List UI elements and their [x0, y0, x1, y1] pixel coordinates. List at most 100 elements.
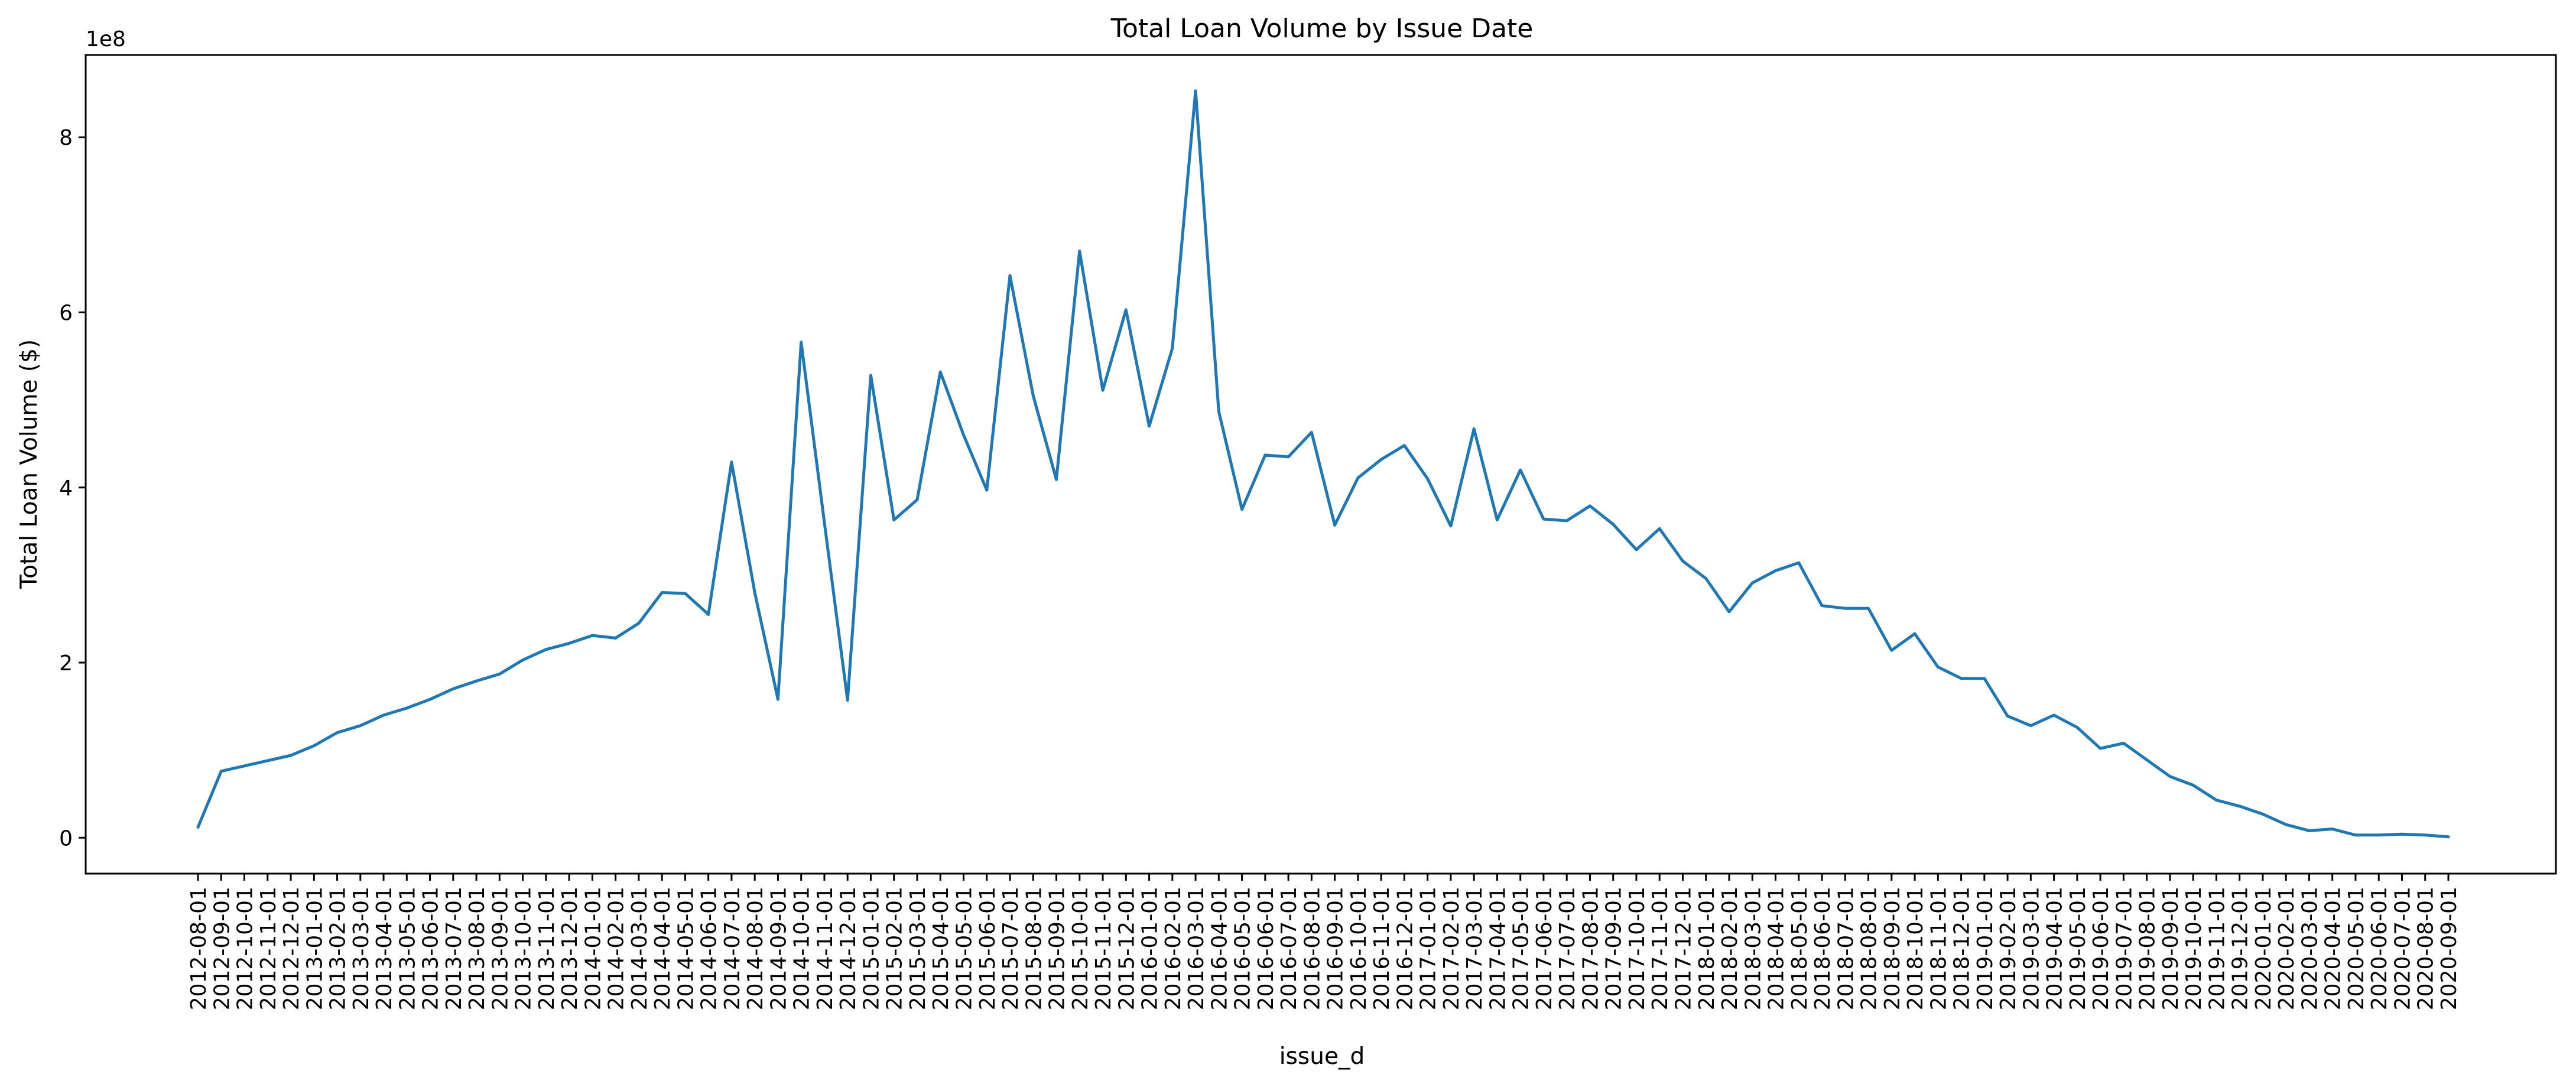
x-tick-label: 2016-12-01	[1393, 887, 1417, 1010]
x-tick-label: 2013-12-01	[558, 887, 582, 1010]
x-tick-label: 2018-04-01	[1765, 887, 1789, 1010]
x-tick-label: 2019-04-01	[2043, 887, 2067, 1010]
x-tick-label: 2012-10-01	[233, 887, 258, 1010]
x-tick-label: 2014-07-01	[720, 887, 745, 1010]
x-tick-label: 2017-08-01	[1578, 887, 1603, 1010]
x-tick-label: 2019-01-01	[1973, 887, 1997, 1010]
y-tick-label: 6	[59, 301, 73, 325]
y-tick-label: 8	[59, 126, 73, 150]
x-tick-label: 2012-08-01	[187, 887, 211, 1010]
x-tick-label: 2020-09-01	[2437, 887, 2461, 1010]
x-tick-label: 2016-01-01	[1138, 887, 1162, 1010]
x-tick-label: 2013-02-01	[326, 887, 350, 1010]
x-tick-label: 2017-01-01	[1417, 887, 1441, 1010]
x-tick-label: 2014-11-01	[813, 887, 837, 1010]
x-tick-label: 2016-03-01	[1184, 887, 1209, 1010]
x-tick-label: 2013-11-01	[535, 887, 559, 1010]
x-tick-label: 2012-12-01	[280, 887, 304, 1010]
x-tick-label: 2013-08-01	[465, 887, 489, 1010]
x-tick-label: 2018-10-01	[1903, 887, 1928, 1010]
x-tick-label: 2019-03-01	[2019, 887, 2044, 1010]
x-tick-label: 2014-09-01	[766, 887, 791, 1010]
x-tick-label: 2019-08-01	[2136, 887, 2160, 1010]
x-tick-label: 2014-08-01	[743, 887, 768, 1010]
x-tick-label: 2017-07-01	[1555, 887, 1580, 1010]
x-tick-label: 2014-10-01	[790, 887, 814, 1010]
x-tick-label: 2018-02-01	[1718, 887, 1742, 1010]
x-tick-label: 2017-09-01	[1602, 887, 1626, 1010]
x-tick-label: 2019-12-01	[2229, 887, 2253, 1010]
x-tick-label: 2016-11-01	[1370, 887, 1394, 1010]
x-tick-label: 2013-06-01	[419, 887, 443, 1010]
x-tick-label: 2019-05-01	[2066, 887, 2090, 1010]
x-tick-label: 2017-11-01	[1648, 887, 1672, 1010]
x-tick-label: 2014-03-01	[628, 887, 652, 1010]
y-tick-label: 0	[59, 826, 73, 851]
x-tick-label: 2015-09-01	[1045, 887, 1070, 1010]
y-axis-multiplier-label: 1e8	[86, 27, 126, 51]
x-tick-label: 2016-02-01	[1161, 887, 1185, 1010]
x-tick-label: 2020-05-01	[2344, 887, 2369, 1010]
x-tick-label: 2015-05-01	[953, 887, 977, 1010]
x-tick-label: 2015-07-01	[999, 887, 1023, 1010]
y-axis-ticks: 0 2 4 6 8	[59, 126, 86, 851]
x-tick-label: 2015-10-01	[1068, 887, 1093, 1010]
x-tick-label: 2017-10-01	[1625, 887, 1649, 1010]
x-tick-label: 2013-03-01	[349, 887, 373, 1010]
x-tick-label: 2014-01-01	[581, 887, 605, 1010]
x-tick-label: 2017-12-01	[1671, 887, 1695, 1010]
x-tick-label: 2013-01-01	[303, 887, 327, 1010]
x-tick-label: 2016-09-01	[1324, 887, 1348, 1010]
plot-area-frame	[85, 54, 2557, 875]
x-tick-label: 2016-04-01	[1207, 887, 1232, 1010]
x-tick-label: 2014-12-01	[836, 887, 860, 1010]
y-axis-label: Total Loan Volume ($)	[16, 339, 43, 589]
x-tick-label: 2017-03-01	[1463, 887, 1487, 1010]
chart-title: Total Loan Volume by Issue Date	[1110, 14, 1534, 44]
x-tick-label: 2015-06-01	[976, 887, 1000, 1010]
x-tick-label: 2016-10-01	[1347, 887, 1371, 1010]
x-tick-label: 2018-01-01	[1695, 887, 1719, 1010]
x-tick-label: 2015-11-01	[1092, 887, 1116, 1010]
x-tick-label: 2020-07-01	[2390, 887, 2415, 1010]
x-tick-label: 2018-11-01	[1927, 887, 1951, 1010]
x-tick-label: 2017-02-01	[1440, 887, 1464, 1010]
x-tick-label: 2020-01-01	[2252, 887, 2276, 1010]
x-tick-label: 2015-12-01	[1115, 887, 1139, 1010]
x-tick-label: 2018-07-01	[1834, 887, 1858, 1010]
y-tick-label: 2	[59, 651, 73, 676]
x-tick-label: 2019-11-01	[2205, 887, 2229, 1010]
x-tick-label: 2015-02-01	[883, 887, 907, 1010]
x-tick-label: 2020-03-01	[2298, 887, 2322, 1010]
x-tick-label: 2015-01-01	[859, 887, 883, 1010]
x-tick-label: 2016-05-01	[1231, 887, 1255, 1010]
x-tick-label: 2018-06-01	[1811, 887, 1835, 1010]
x-tick-label: 2017-05-01	[1509, 887, 1534, 1010]
x-tick-label: 2020-06-01	[2367, 887, 2392, 1010]
x-tick-label: 2020-02-01	[2275, 887, 2299, 1010]
x-tick-label: 2013-04-01	[372, 887, 397, 1010]
x-tick-label: 2013-09-01	[488, 887, 512, 1010]
x-tick-label: 2017-04-01	[1486, 887, 1510, 1010]
series-line	[196, 89, 2450, 839]
x-tick-label: 2013-07-01	[442, 887, 466, 1010]
x-tick-label: 2017-06-01	[1532, 887, 1557, 1010]
x-tick-label: 2014-02-01	[605, 887, 629, 1010]
x-tick-label: 2015-04-01	[929, 887, 953, 1010]
y-tick-label: 4	[59, 476, 73, 501]
x-tick-label: 2015-03-01	[906, 887, 930, 1010]
x-tick-label: 2014-04-01	[651, 887, 675, 1010]
x-tick-label: 2013-10-01	[512, 887, 536, 1010]
x-tick-label: 2015-08-01	[1022, 887, 1046, 1010]
x-tick-label: 2019-09-01	[2159, 887, 2183, 1010]
x-tick-label: 2018-03-01	[1741, 887, 1765, 1010]
x-tick-label: 2012-11-01	[256, 887, 281, 1010]
x-tick-label: 2014-05-01	[674, 887, 698, 1010]
x-tick-label: 2019-07-01	[2112, 887, 2136, 1010]
x-tick-label: 2019-06-01	[2089, 887, 2113, 1010]
x-tick-label: 2018-12-01	[1950, 887, 1974, 1010]
x-tick-label: 2018-08-01	[1857, 887, 1882, 1010]
x-tick-label: 2018-09-01	[1880, 887, 1905, 1010]
